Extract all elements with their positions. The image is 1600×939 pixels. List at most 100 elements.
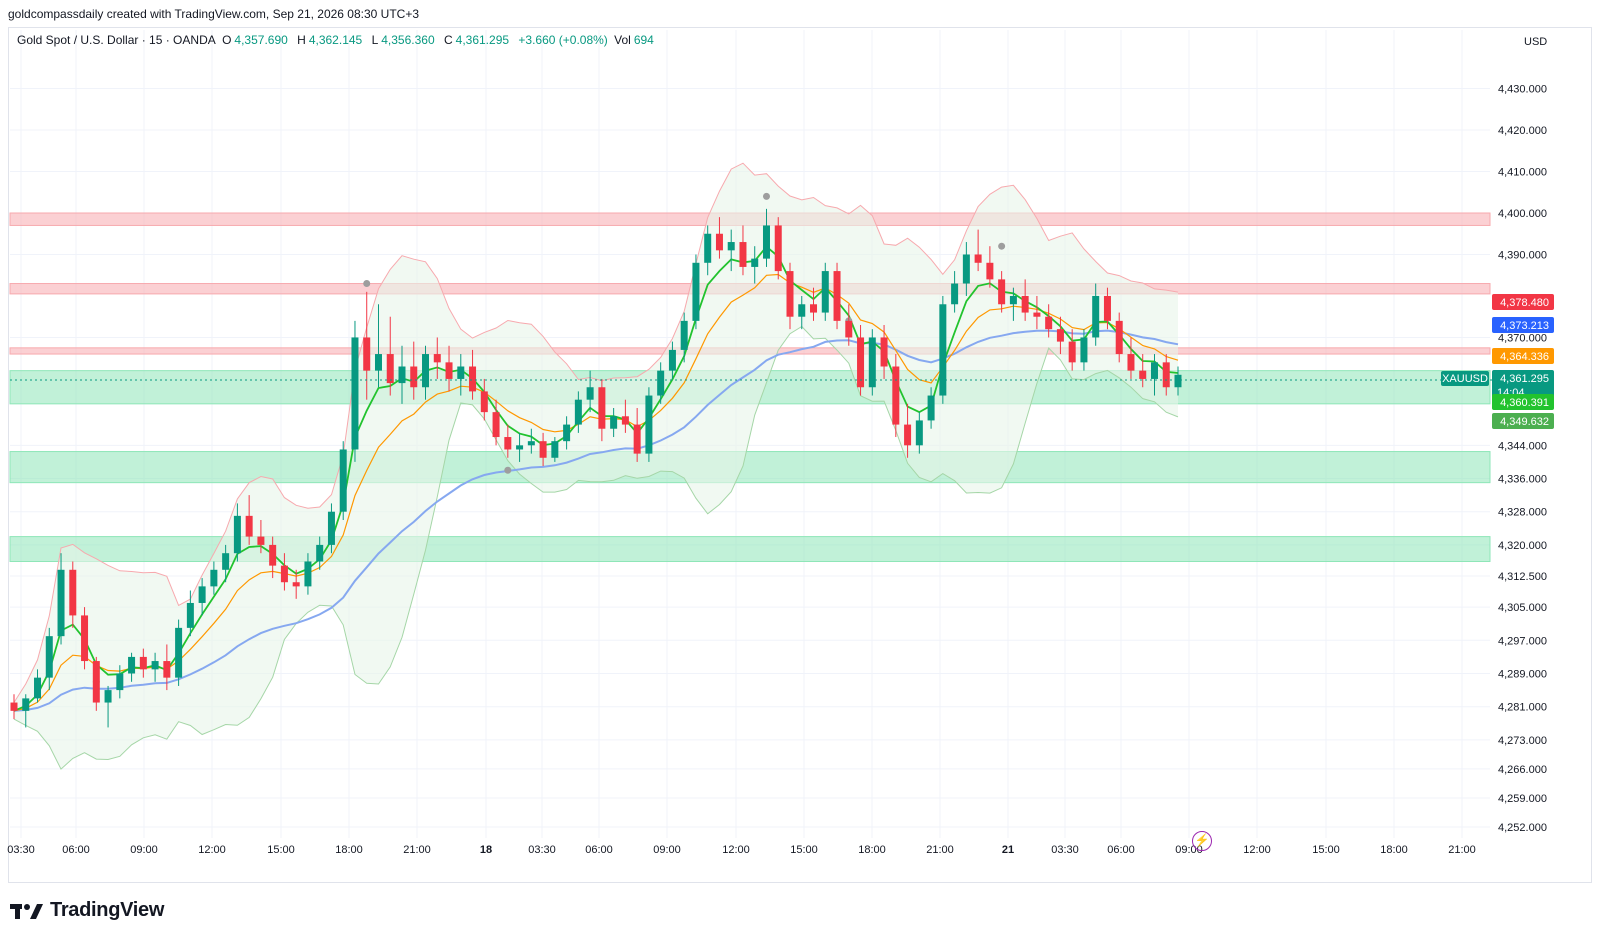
candle-body [1056, 329, 1064, 342]
price-labels: 4,378.4804,373.2134,364.3364,361.29514:0… [1441, 294, 1554, 429]
time-axis: 03:30 06:00 09:00 12:00 15:00 18:00 21:00 18 03:… [7, 844, 1476, 856]
price-tick-label: 4,420.000 [1498, 125, 1547, 137]
candle-body [1139, 370, 1147, 379]
candle-body [621, 416, 629, 425]
price-label-text: 4,361.295 [1500, 373, 1549, 385]
low-value: 4,356.360 [381, 33, 435, 47]
price-label-text: 4,373.213 [1500, 320, 1549, 332]
candle-body [962, 254, 970, 284]
moving-averages [13, 192, 1179, 712]
candle-body [34, 677, 42, 699]
lightning-icon[interactable]: ⚡ [1192, 831, 1212, 851]
candle-body [386, 354, 394, 384]
candle-body [233, 515, 241, 554]
signal-dot [762, 192, 770, 200]
time-tick-label: 15:00 [1312, 844, 1340, 856]
price-label-text: 4,378.480 [1500, 297, 1549, 309]
price-tick-label: 4,305.000 [1498, 602, 1547, 614]
candle-body [715, 233, 723, 251]
time-tick-label: 03:30 [528, 844, 556, 856]
candle-body [904, 424, 912, 446]
price-tick-label: 4,328.000 [1498, 507, 1547, 519]
candle-body [868, 337, 876, 388]
candle-body [516, 445, 524, 450]
volume-label: Vol [614, 33, 631, 47]
candle-body [1162, 362, 1170, 388]
ema-mid-line [13, 273, 1179, 712]
candle-body [939, 304, 947, 396]
signal-dot [504, 466, 512, 474]
high-label: H [297, 33, 306, 47]
price-tick-label: 4,370.000 [1498, 332, 1547, 344]
price-tick-label: 4,400.000 [1498, 208, 1547, 220]
candle-body [1115, 320, 1123, 355]
candle-body [457, 366, 465, 379]
price-tick-label: 4,273.000 [1498, 735, 1547, 747]
candle-body [692, 262, 700, 321]
candle-body [798, 304, 806, 317]
price-label-text: 4,349.632 [1500, 416, 1549, 428]
time-tick-label: 12:00 [722, 844, 750, 856]
chart-caption: goldcompassdaily created with TradingVie… [8, 7, 420, 21]
time-tick-label: 18:00 [335, 844, 363, 856]
price-tick-label: 4,252.000 [1498, 822, 1547, 834]
time-tick-label: 06:00 [585, 844, 613, 856]
candle-body [339, 449, 347, 512]
time-tick-label: 03:30 [1051, 844, 1079, 856]
candle-body [198, 586, 206, 603]
symbol-title[interactable]: Gold Spot / U.S. Dollar · 15 · OANDA [17, 33, 216, 47]
currency-label[interactable]: USD [1524, 36, 1548, 48]
tradingview-logo: TradingView [10, 899, 164, 922]
price-tick-label: 4,297.000 [1498, 635, 1547, 647]
candle-body [563, 424, 571, 442]
price-tick-label: 4,320.000 [1498, 540, 1547, 552]
candle-body [751, 258, 759, 267]
time-tick-label: 21:00 [1448, 844, 1476, 856]
time-tick-label: 12:00 [1243, 844, 1271, 856]
time-tick-label: 09:00 [653, 844, 681, 856]
candle-body [845, 320, 853, 338]
ohlc-legend: Gold Spot / U.S. Dollar · 15 · OANDA O 4,… [17, 33, 660, 47]
time-tick-label: 21:00 [403, 844, 431, 856]
signal-dot [998, 242, 1006, 250]
candle-body [469, 366, 477, 392]
candle-body [704, 233, 712, 263]
candle-body [1127, 354, 1135, 371]
volume-value: 694 [633, 33, 654, 47]
candle-body [1150, 362, 1158, 379]
close-value: 4,361.295 [455, 33, 510, 47]
candle-body [727, 242, 735, 251]
price-label-bg [1492, 317, 1554, 333]
candle-body [1009, 295, 1017, 305]
candle-body [363, 337, 371, 371]
candle-body [598, 387, 606, 429]
price-tick-label: 4,336.000 [1498, 474, 1547, 486]
candle-body [245, 515, 253, 537]
candle-body [128, 656, 136, 674]
price-axis: 4,430.000 4,420.000 4,410.000 4,400.000 4,39… [1498, 84, 1547, 834]
candle-body [986, 262, 994, 280]
price-tick-label: 4,410.000 [1498, 167, 1547, 179]
candle-body [81, 615, 89, 662]
candles [10, 208, 1182, 728]
candle-body [433, 354, 441, 363]
candle-body [927, 395, 935, 421]
candle-body [633, 424, 641, 454]
candle-body [316, 544, 324, 562]
price-tick-label: 4,266.000 [1498, 764, 1547, 776]
candle-body [186, 602, 194, 628]
brand-name: TradingView [50, 899, 165, 921]
open-label: O [222, 33, 232, 47]
time-tick-label: 12:00 [198, 844, 226, 856]
price-label-bg [1492, 413, 1554, 429]
band-upper [13, 162, 1179, 703]
candle-body [951, 283, 959, 305]
candle-body [645, 395, 653, 454]
price-tick-label: 4,390.000 [1498, 249, 1547, 261]
candle-body [92, 661, 100, 703]
change-value: +3.660 (+0.08%) [518, 33, 608, 47]
candle-body [892, 366, 900, 425]
candle-body [210, 569, 218, 587]
candle-body [327, 511, 335, 545]
